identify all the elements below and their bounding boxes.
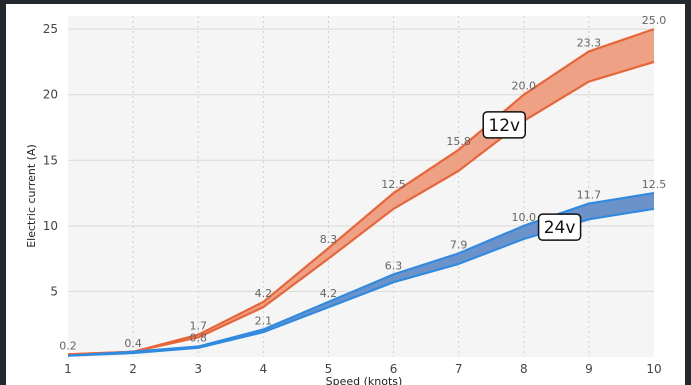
x-tick-label: 7 [455, 362, 463, 376]
y-tick-label: 5 [50, 284, 58, 298]
data-label-24v: 0.8 [189, 332, 207, 345]
data-label-12v: 12.5 [381, 178, 406, 191]
data-labels: 0.2 0.4 1.7 4.2 8.3 12.5 15.8 20.0 23.3 25.0 0.8 2.… [59, 14, 666, 352]
y-axis-title: Electric current (A) [25, 144, 38, 248]
lower-line-12v [67, 60, 655, 356]
data-label-12v: 8.3 [320, 233, 338, 246]
data-label-24v: 6.3 [385, 259, 403, 272]
data-label-12v: 0.2 [59, 339, 77, 352]
data-label-12v: 4.2 [255, 287, 273, 300]
x-tick-label: 9 [585, 362, 593, 376]
data-label-24v: 11.7 [577, 189, 602, 202]
series-callout-label-24v: 24v [544, 218, 576, 238]
data-label-12v: 20.0 [512, 80, 537, 93]
data-label-24v: 7.9 [450, 238, 468, 251]
series-callout-label-12v: 12v [488, 116, 520, 136]
tick-labels: 1 2 3 4 5 6 7 8 9 10 5 10 15 20 25 [43, 22, 662, 376]
x-tick-label: 2 [129, 362, 137, 376]
x-tick-label: 6 [390, 362, 398, 376]
x-tick-label: 10 [646, 362, 661, 376]
x-tick-label: 8 [520, 362, 528, 376]
x-tick-label: 4 [260, 362, 268, 376]
x-tick-label: 3 [194, 362, 202, 376]
series-callout-box-12v [482, 111, 526, 139]
data-label-12v: 25.0 [642, 14, 667, 27]
data-label-12v: 1.7 [189, 320, 207, 333]
data-label-12v: 0.4 [124, 337, 142, 350]
y-tick-label: 10 [43, 219, 58, 233]
data-label-12v: 15.8 [446, 135, 471, 148]
x-tick-label: 5 [325, 362, 333, 376]
data-label-24v: 10.0 [512, 211, 537, 224]
data-label-24v: 12.5 [642, 178, 667, 191]
band-12v [68, 29, 654, 355]
x-tick-label: 1 [64, 362, 72, 376]
y-tick-label: 15 [43, 153, 58, 167]
y-tick-label: 20 [43, 88, 58, 102]
data-label-12v: 23.3 [577, 36, 602, 49]
y-tick-label: 25 [43, 22, 58, 36]
series-callout-box-24v [537, 213, 582, 241]
upper-line-12v [67, 28, 655, 356]
data-label-24v: 4.2 [320, 287, 338, 300]
series-callouts: 12v 24v [482, 111, 582, 241]
data-label-24v: 2.1 [255, 314, 273, 327]
x-axis-title: Speed (knots) [326, 375, 403, 385]
